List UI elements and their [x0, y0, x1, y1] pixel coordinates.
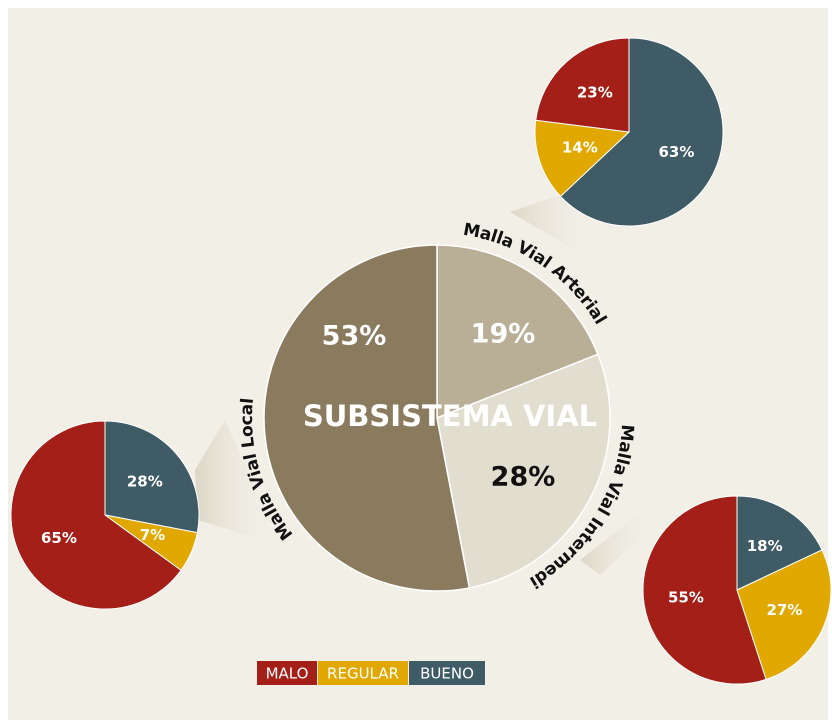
slice-label: 63% — [658, 143, 694, 161]
slice-label: 28% — [127, 473, 163, 491]
slice-label: 28% — [491, 462, 556, 493]
connector — [195, 420, 280, 545]
pie-slice — [436, 353, 611, 589]
slice-label: 14% — [562, 138, 598, 156]
pie-slice — [642, 495, 767, 685]
main-title: SUBSISTEMA VIAL — [303, 399, 597, 433]
slice-label: 18% — [747, 537, 783, 555]
pie-slice — [535, 37, 630, 133]
slice-label: 7% — [140, 526, 165, 544]
connector — [580, 505, 660, 575]
pie-slice — [736, 495, 823, 591]
legend-label: MALO — [266, 665, 309, 683]
legend-swatch — [318, 661, 408, 685]
legend-swatch — [257, 661, 317, 685]
pie-slice — [534, 119, 631, 198]
legend-label: REGULAR — [327, 665, 399, 683]
pie-slice — [104, 420, 200, 534]
pie-slice — [10, 420, 182, 610]
pie-slice — [559, 37, 724, 227]
slice-label: 27% — [766, 601, 802, 619]
slice-label: 65% — [41, 529, 77, 547]
legend-label: BUENO — [420, 665, 474, 683]
legend-swatch — [409, 661, 485, 685]
slice-label: 55% — [668, 589, 704, 607]
slice-label: 53% — [322, 321, 387, 352]
pie-slice — [736, 549, 832, 681]
pie-slice — [263, 244, 471, 592]
pie-slice — [436, 244, 599, 420]
connector — [510, 195, 600, 265]
slice-label: 23% — [577, 84, 613, 102]
slice-label: 19% — [471, 319, 536, 350]
